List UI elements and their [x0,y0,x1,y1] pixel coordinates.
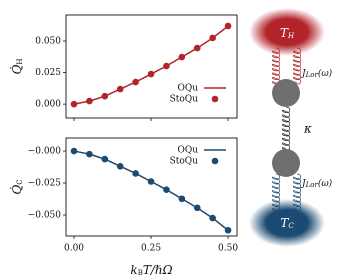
label: J [300,179,307,189]
point [101,155,109,163]
hot-bath [249,8,325,56]
hot-label: TH [280,26,295,41]
axes-frame [65,137,238,237]
oscillator [272,79,300,107]
legend-label: OQu [177,84,198,94]
point [209,34,216,42]
label: (ω) [318,68,333,79]
point [116,162,124,170]
point [132,170,139,177]
bath-label: JLor(ω) [300,68,333,80]
oscillator [272,149,300,177]
point [86,150,93,158]
label: T/ℏΩ [143,263,173,277]
y-tick-label: 0.050 [35,37,61,47]
label: k [130,263,137,277]
point [132,78,139,86]
point [224,22,232,30]
point [163,62,170,70]
axes-frame [65,14,238,119]
label: T [280,26,289,40]
point [178,195,186,203]
point [116,85,124,93]
y-tick-label: 0.000 [35,100,61,110]
label: Lor [305,181,319,189]
spring [292,47,302,85]
label: J [300,69,307,79]
point [193,44,201,52]
point [193,204,201,212]
y-tick-label: −0.050 [28,211,62,221]
point [70,147,78,155]
label: B [138,269,143,277]
coupling-label: κ [303,122,312,136]
spring [271,47,281,85]
point [70,100,78,108]
cold-bath [249,199,325,247]
label: Q̇ [8,64,23,74]
y-tick-label: −0.025 [28,179,62,189]
y-tick-label: 0.025 [35,68,61,78]
label: T [280,216,289,230]
legend-label: StoQu [170,95,199,105]
y-tick-label: −0.000 [28,147,62,157]
point [147,178,155,185]
label: (ω) [318,178,333,189]
point [86,97,93,105]
point [163,186,170,193]
label: Q̇ [8,185,23,195]
point [178,53,186,61]
legend-label: StoQu [170,157,199,167]
cold-label: TC [280,216,294,231]
spring [281,106,291,151]
x-tick-label: 0.00 [64,244,84,254]
bath-label: JLor(ω) [300,178,333,190]
point [224,226,232,234]
y-axis-label: Q̇H [8,59,24,75]
label: C [16,179,24,184]
series-line [73,25,229,105]
legend-marker [211,157,219,165]
diagram: TH TC κ JLor(ω) JLor(ω) [249,8,333,247]
y-axis-label: Q̇C [8,179,24,194]
x-tick-label: 0.25 [141,244,161,254]
point [101,92,109,100]
x-tick-label: 0.50 [218,244,238,254]
legend-marker [211,95,219,103]
series-line [73,150,229,231]
label: H [287,32,295,40]
legend-label: OQu [177,146,198,156]
label: Lor [305,71,319,79]
point [209,214,216,222]
label: C [288,222,294,230]
label: H [16,59,24,65]
x-axis-label: kBT/ℏΩ [130,263,172,278]
point [147,70,155,78]
